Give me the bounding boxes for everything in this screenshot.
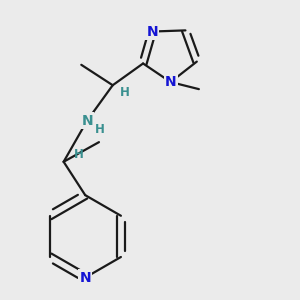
Text: H: H — [95, 123, 105, 136]
Text: H: H — [119, 86, 129, 99]
Text: N: N — [146, 25, 158, 38]
Text: H: H — [74, 148, 83, 161]
Text: N: N — [165, 75, 176, 89]
Text: N: N — [81, 114, 93, 128]
Text: N: N — [80, 271, 91, 285]
